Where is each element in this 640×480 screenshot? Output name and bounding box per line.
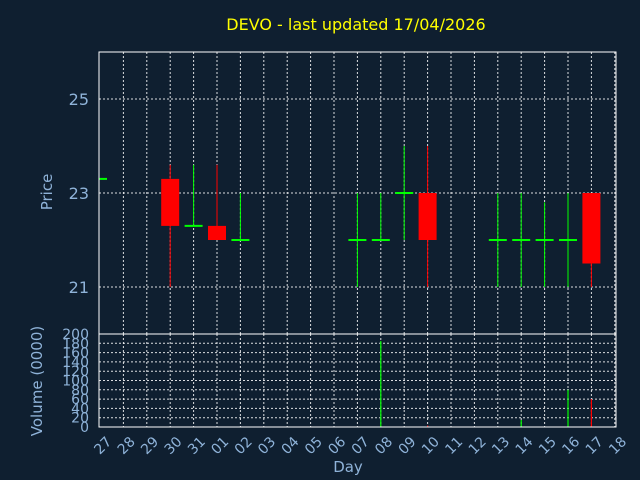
x-axis-label: Day [333,458,363,476]
x-tick-label: 15 [536,434,560,458]
candle-30 [161,178,180,226]
price-axis-label: Price [38,174,56,211]
candle-17 [582,193,601,264]
chart-title: DEVO - last updated 17/04/2026 [226,15,485,34]
x-tick-label: 04 [279,434,303,458]
candle-01 [208,225,226,240]
x-tick-label: 14 [513,434,537,458]
x-tick-label: 16 [559,434,583,458]
volume-tick-label: 180 [62,336,89,352]
price-tick-label: 25 [69,90,89,109]
volume-tick-label: 200 [62,327,89,343]
volume-tick-label: 160 [62,346,89,362]
x-tick-label: 11 [442,434,466,458]
x-tick-label: 18 [606,434,630,458]
volume-tick-label: 140 [62,355,89,371]
x-tick-label: 02 [232,434,256,458]
volume-tick-label: 80 [71,383,89,399]
price-tick-label: 21 [69,278,89,297]
x-tick-label: 27 [91,434,115,458]
volume-tick-label: 60 [71,392,89,408]
x-tick-label: 17 [583,434,607,458]
x-tick-label: 31 [185,434,209,458]
volume-tick-label: 20 [71,411,89,427]
x-axis: 27 28 29 30 31 01 02 03 04 05 06 07 08 09 10 11 12 13 14 15… [91,434,630,458]
x-tick-label: 09 [396,434,420,458]
x-tick-label: 05 [302,434,326,458]
x-tick-label: 07 [349,434,373,458]
x-tick-label: 01 [208,434,232,458]
x-tick-label: 13 [489,434,513,458]
x-tick-label: 29 [138,434,162,458]
x-tick-label: 10 [419,434,443,458]
x-tick-label: 30 [162,434,186,458]
price-panel: 21 23 25 [69,51,617,335]
x-tick-label: 03 [255,434,279,458]
volume-tick-label: 40 [71,401,89,417]
price-tick-label: 23 [69,184,89,203]
volume-tick-label: 120 [62,364,89,380]
volume-tick-label: 0 [80,420,89,436]
x-tick-label: 28 [115,434,139,458]
x-tick-label: 06 [325,434,349,458]
x-tick-label: 12 [466,434,490,458]
volume-tick-label: 100 [62,374,89,390]
x-tick-label: 08 [372,434,396,458]
candle-10 [418,193,437,240]
volume-axis-label: Volume (0000) [28,326,46,436]
volume-frame [98,333,617,428]
